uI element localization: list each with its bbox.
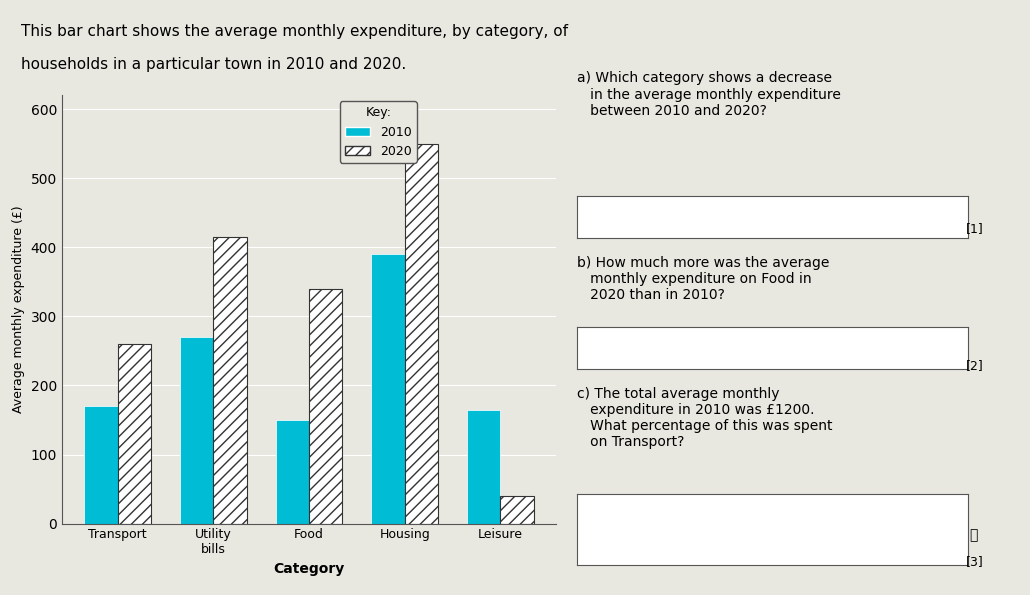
X-axis label: Category: Category [273,562,345,576]
Bar [276,420,309,524]
Y-axis label: Average monthly expenditure (£): Average monthly expenditure (£) [12,206,25,413]
Bar [84,406,117,524]
Bar [180,337,213,524]
Bar [405,143,438,524]
Text: [3]: [3] [966,555,984,568]
Text: [2]: [2] [966,359,984,372]
Bar [213,237,247,524]
Text: This bar chart shows the average monthly expenditure, by category, of: This bar chart shows the average monthly… [21,24,568,39]
Text: a) Which category shows a decrease
   in the average monthly expenditure
   betw: a) Which category shows a decrease in th… [577,71,840,118]
Text: b) How much more was the average
   monthly expenditure on Food in
   2020 than : b) How much more was the average monthly… [577,256,829,302]
Bar [309,289,342,524]
Text: households in a particular town in 2010 and 2020.: households in a particular town in 2010 … [21,57,406,71]
Bar [467,409,501,524]
Bar [371,254,405,524]
Legend: 2010, 2020: 2010, 2020 [340,102,417,163]
Bar [117,344,151,524]
Text: c) The total average monthly
   expenditure in 2010 was £1200.
   What percentag: c) The total average monthly expenditure… [577,387,832,449]
Bar [501,496,534,524]
Text: ➕: ➕ [969,528,977,543]
Text: [1]: [1] [966,222,984,235]
